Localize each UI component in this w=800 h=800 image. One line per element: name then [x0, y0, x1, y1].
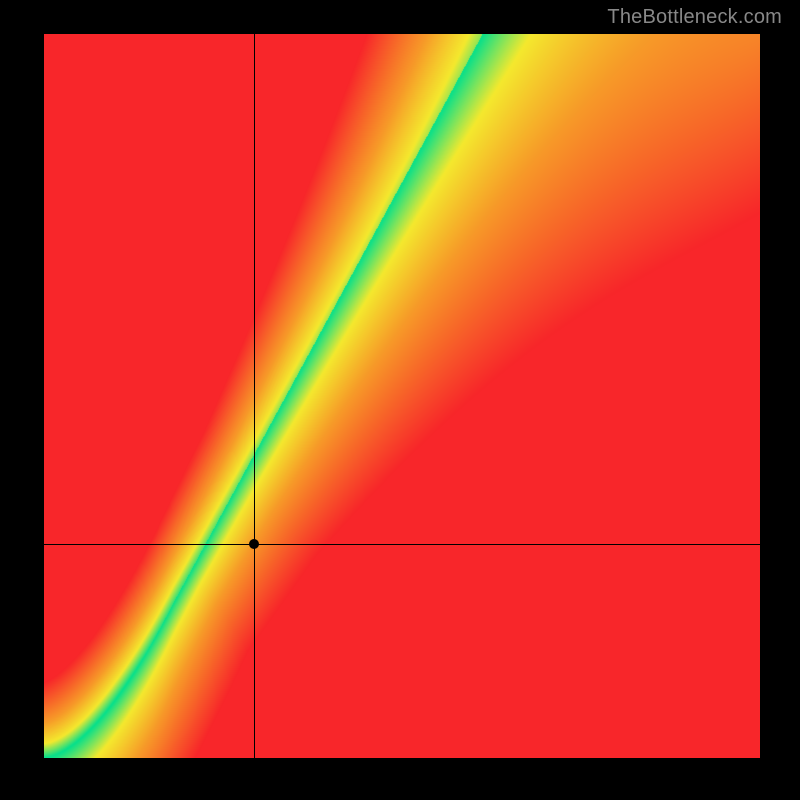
data-point-marker [249, 539, 259, 549]
watermark-text: TheBottleneck.com [607, 6, 782, 29]
chart-frame: TheBottleneck.com [0, 0, 800, 800]
crosshair-horizontal [44, 544, 760, 545]
crosshair-vertical [254, 34, 255, 758]
plot-area [44, 34, 760, 758]
heatmap-canvas [44, 34, 760, 758]
